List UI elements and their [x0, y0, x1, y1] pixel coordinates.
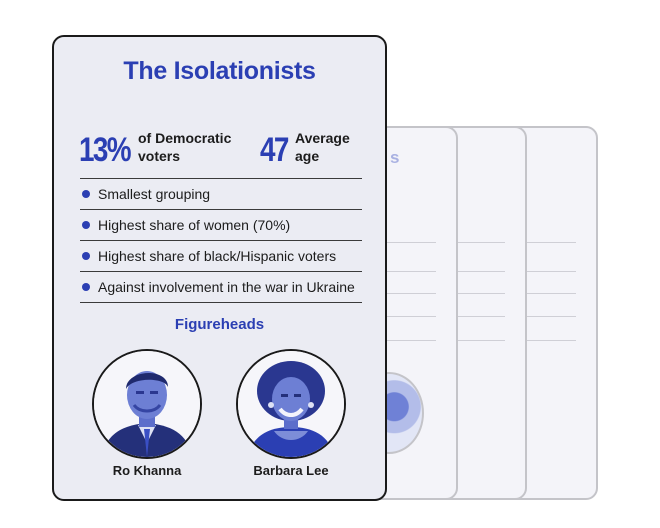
divider — [80, 209, 362, 210]
list-item: Against involvement in the war in Ukrain… — [80, 272, 362, 302]
stat-age-label-line2: age — [295, 148, 320, 164]
divider — [80, 240, 362, 241]
list-item: Smallest grouping — [80, 179, 362, 209]
divider — [80, 178, 362, 179]
portrait-man-icon — [92, 349, 202, 459]
card-title: The Isolationists — [123, 57, 316, 85]
figureheads-heading: Figureheads — [174, 316, 265, 333]
list-item-text: Against involvement in the war in Ukrain… — [98, 279, 355, 295]
figurehead-name: Barbara Lee — [253, 463, 329, 478]
stat-share-label-line2: voters — [138, 148, 181, 164]
figurehead-name: Ro Khanna — [112, 463, 182, 478]
stat-age-value: 47 — [260, 131, 289, 169]
list-item-text: Highest share of women (70%) — [98, 217, 291, 233]
stat-age-label-line1: Average — [295, 130, 350, 146]
list-item: Highest share of women (70%) — [80, 210, 362, 240]
stat-age-label: Average age — [295, 129, 350, 165]
isolationists-card[interactable]: The Isolationists 13% of Democratic vote… — [52, 35, 387, 501]
stat-share-value: 13% — [79, 131, 132, 169]
bullet-dot-icon — [82, 221, 90, 229]
stat-share-label: of Democratic voters — [138, 129, 231, 165]
list-item: Highest share of black/Hispanic voters — [80, 241, 362, 271]
list-item-text: Smallest grouping — [98, 186, 211, 202]
bullet-dot-icon — [82, 190, 90, 198]
list-item-text: Highest share of black/Hispanic voters — [98, 248, 337, 264]
background-card-title: s — [390, 148, 400, 167]
divider — [80, 302, 362, 303]
bullet-dot-icon — [82, 283, 90, 291]
portrait-woman-icon — [236, 349, 346, 459]
stat-share-label-line1: of Democratic — [138, 130, 232, 146]
bullet-dot-icon — [82, 252, 90, 260]
divider — [80, 271, 362, 272]
